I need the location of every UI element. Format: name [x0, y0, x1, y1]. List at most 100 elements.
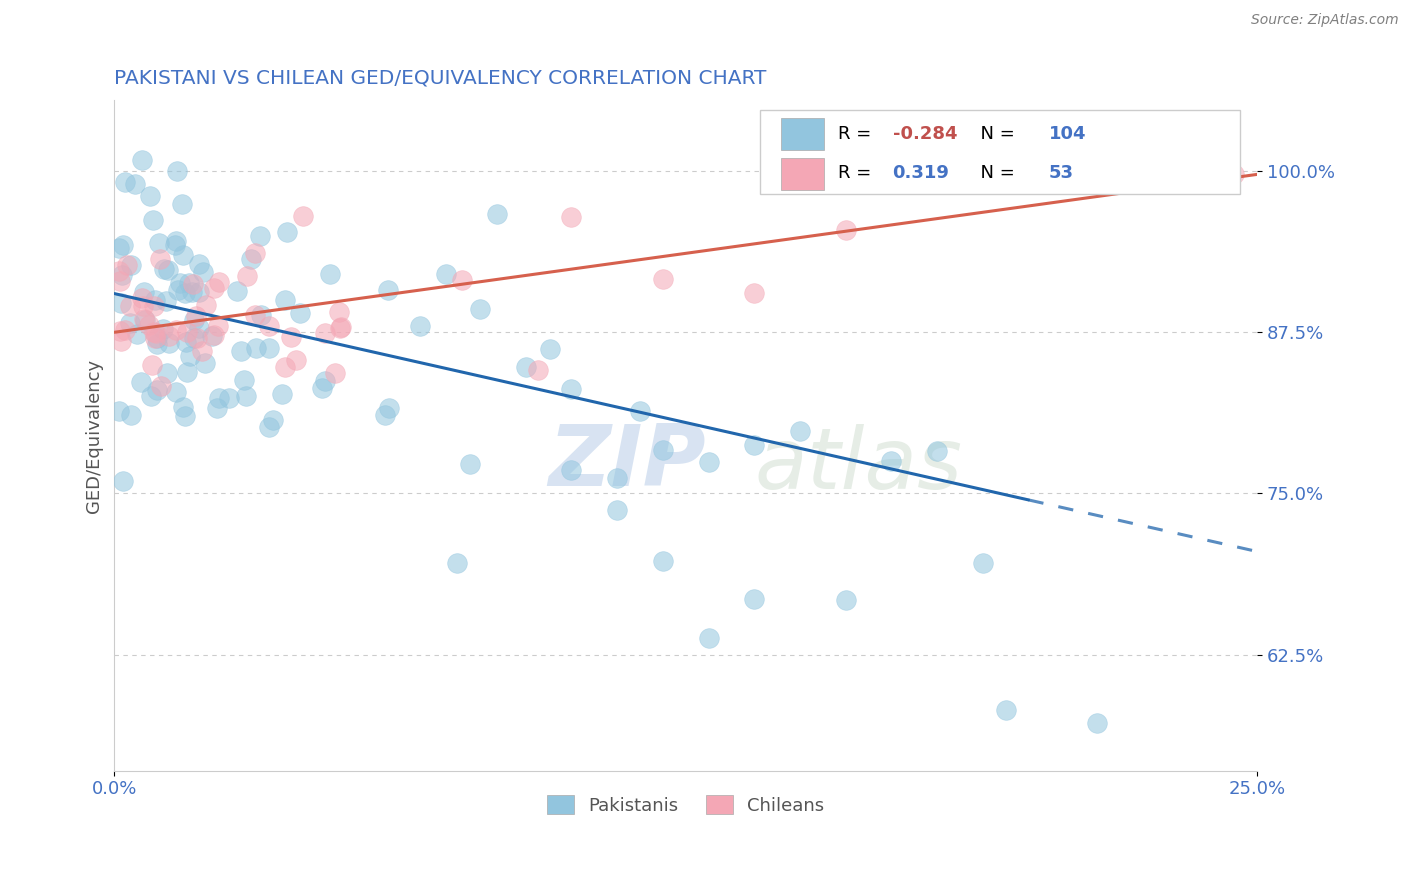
Point	[446, 556, 468, 570]
Point	[134, 312, 156, 326]
Point	[834, 223, 856, 237]
Point	[276, 225, 298, 239]
Point	[319, 267, 342, 281]
Point	[409, 318, 432, 333]
Point	[120, 258, 142, 272]
Point	[172, 400, 194, 414]
Point	[115, 258, 138, 272]
Point	[183, 313, 205, 327]
Point	[292, 209, 315, 223]
Point	[111, 238, 134, 252]
Point	[486, 206, 509, 220]
Point	[134, 285, 156, 299]
Point	[156, 262, 179, 277]
Point	[262, 413, 284, 427]
Point	[143, 293, 166, 307]
Point	[374, 408, 396, 422]
Point	[120, 316, 142, 330]
Point	[202, 327, 225, 342]
Point	[131, 291, 153, 305]
Point	[274, 293, 297, 308]
Point	[208, 391, 231, 405]
Point	[120, 408, 142, 422]
Point	[156, 366, 179, 380]
Point	[152, 322, 174, 336]
Point	[314, 374, 336, 388]
Point	[207, 319, 229, 334]
Text: ZIP: ZIP	[548, 421, 706, 504]
Point	[994, 703, 1017, 717]
Point	[257, 318, 280, 333]
Point	[328, 305, 350, 319]
Point	[245, 308, 267, 322]
Point	[148, 252, 170, 267]
Point	[166, 164, 188, 178]
Point	[139, 189, 162, 203]
Point	[180, 285, 202, 299]
Point	[108, 324, 131, 338]
Point	[108, 264, 131, 278]
Point	[458, 457, 481, 471]
Text: R =: R =	[838, 164, 883, 182]
Point	[515, 359, 537, 374]
Point	[972, 556, 994, 570]
Point	[742, 438, 765, 452]
FancyBboxPatch shape	[780, 158, 824, 190]
Point	[114, 323, 136, 337]
Point	[194, 356, 217, 370]
Point	[378, 401, 401, 416]
Point	[1018, 151, 1040, 165]
Point	[111, 268, 134, 283]
Point	[697, 455, 720, 469]
Point	[112, 474, 135, 488]
Point	[527, 363, 550, 377]
Point	[157, 329, 180, 343]
Point	[165, 323, 187, 337]
Point	[150, 379, 173, 393]
Point	[651, 443, 673, 458]
Point	[245, 341, 267, 355]
Point	[742, 286, 765, 301]
Point	[191, 264, 214, 278]
Text: PAKISTANI VS CHILEAN GED/EQUIVALENCY CORRELATION CHART: PAKISTANI VS CHILEAN GED/EQUIVALENCY COR…	[114, 69, 766, 87]
Text: N =: N =	[969, 164, 1021, 182]
Point	[290, 306, 312, 320]
Point	[176, 365, 198, 379]
Point	[250, 308, 273, 322]
Point	[834, 592, 856, 607]
Point	[628, 404, 651, 418]
Point	[127, 327, 149, 342]
Point	[927, 177, 949, 191]
Point	[165, 384, 187, 399]
Point	[377, 283, 399, 297]
Point	[134, 311, 156, 326]
Point	[141, 358, 163, 372]
Point	[311, 381, 333, 395]
Point	[195, 298, 218, 312]
Point	[927, 444, 949, 458]
Point	[560, 383, 582, 397]
Point	[1223, 167, 1246, 181]
Text: R =: R =	[838, 125, 877, 143]
Point	[208, 276, 231, 290]
Point	[697, 631, 720, 645]
Text: 104: 104	[1049, 125, 1087, 143]
Point	[280, 330, 302, 344]
Point	[165, 234, 187, 248]
Point	[169, 276, 191, 290]
Point	[202, 281, 225, 295]
Point	[183, 331, 205, 345]
Text: 53: 53	[1049, 164, 1074, 182]
Point	[468, 302, 491, 317]
Legend: Pakistanis, Chileans: Pakistanis, Chileans	[540, 789, 831, 822]
Point	[145, 336, 167, 351]
Point	[270, 387, 292, 401]
FancyBboxPatch shape	[780, 119, 824, 151]
Point	[1109, 151, 1132, 165]
Point	[110, 274, 132, 288]
Point	[131, 299, 153, 313]
Point	[108, 404, 131, 418]
Point	[176, 335, 198, 350]
FancyBboxPatch shape	[761, 111, 1240, 194]
Point	[155, 293, 177, 308]
